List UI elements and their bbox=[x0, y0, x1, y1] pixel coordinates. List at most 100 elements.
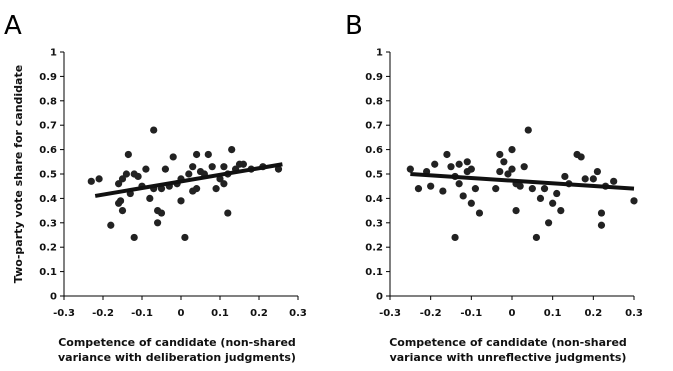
data-point bbox=[536, 194, 545, 202]
data-point bbox=[540, 185, 549, 193]
data-point bbox=[189, 163, 197, 171]
y-tick-label: 0.8 bbox=[365, 96, 383, 107]
trend-line bbox=[410, 172, 635, 191]
data-point bbox=[161, 165, 169, 173]
data-point bbox=[504, 170, 512, 178]
data-point bbox=[577, 153, 585, 161]
x-tick-label: 0.3 bbox=[625, 308, 643, 319]
data-point bbox=[134, 172, 142, 181]
data-point bbox=[122, 170, 130, 178]
panel-letter: A bbox=[4, 11, 22, 41]
data-point bbox=[528, 185, 536, 193]
data-point bbox=[581, 175, 589, 183]
data-point bbox=[193, 185, 201, 193]
y-tick-label: 0.4 bbox=[39, 194, 57, 205]
data-point bbox=[451, 233, 459, 242]
data-point bbox=[130, 233, 138, 242]
data-point bbox=[589, 175, 597, 183]
data-point bbox=[118, 207, 127, 215]
y-tick-label: 0.2 bbox=[365, 243, 383, 254]
data-point bbox=[431, 160, 439, 168]
x-tick-label: 0.2 bbox=[250, 308, 268, 319]
y-tick-label: 0.7 bbox=[39, 121, 57, 132]
data-point bbox=[443, 150, 451, 159]
data-point bbox=[95, 175, 103, 183]
data-point bbox=[545, 219, 553, 227]
data-point bbox=[124, 150, 132, 159]
y-tick-label: 0.9 bbox=[39, 72, 57, 83]
data-point bbox=[150, 126, 158, 134]
data-point bbox=[459, 192, 467, 200]
x-tick-label: -0.2 bbox=[420, 308, 442, 319]
data-point bbox=[142, 165, 150, 173]
y-tick-label: 0.5 bbox=[365, 170, 383, 181]
data-point bbox=[220, 163, 228, 171]
y-tick-label: 0.3 bbox=[365, 218, 383, 229]
data-point bbox=[204, 150, 212, 159]
data-point bbox=[274, 165, 283, 173]
x-axis-title: Competence of candidate (non-shared bbox=[58, 336, 296, 349]
data-point bbox=[146, 194, 154, 202]
data-point bbox=[496, 167, 504, 176]
data-point bbox=[212, 185, 220, 193]
data-point bbox=[224, 209, 232, 217]
data-point bbox=[524, 126, 532, 134]
panel-letter: B bbox=[345, 11, 363, 41]
data-point bbox=[549, 199, 557, 207]
x-tick-label: -0.1 bbox=[460, 308, 482, 319]
data-point bbox=[439, 187, 447, 195]
data-point bbox=[427, 182, 435, 190]
x-axis-title: Competence of candidate (non-shared bbox=[389, 336, 627, 349]
y-tick-label: 0.3 bbox=[39, 218, 57, 229]
data-point bbox=[107, 221, 115, 229]
data-point bbox=[597, 209, 606, 217]
x-axis-title: variance with unreflective judgments) bbox=[390, 351, 627, 364]
data-point bbox=[455, 180, 463, 188]
data-point bbox=[116, 197, 125, 205]
data-point bbox=[185, 170, 193, 178]
data-point bbox=[597, 221, 606, 229]
data-point bbox=[471, 185, 479, 193]
y-axis-title: Two-party vote share for candidate bbox=[12, 65, 25, 283]
x-tick-label: 0.2 bbox=[584, 308, 602, 319]
data-point bbox=[228, 146, 236, 154]
data-point bbox=[593, 167, 602, 176]
data-point bbox=[157, 209, 166, 217]
data-point bbox=[181, 233, 189, 242]
y-tick-label: 0.1 bbox=[39, 267, 57, 278]
data-point bbox=[496, 150, 504, 159]
y-tick-label: 0.7 bbox=[365, 121, 383, 132]
data-point bbox=[532, 233, 541, 242]
data-point bbox=[220, 180, 228, 188]
y-tick-label: 0.5 bbox=[39, 170, 57, 181]
data-point bbox=[475, 209, 484, 217]
data-point bbox=[239, 160, 247, 168]
y-tick-label: 0.9 bbox=[365, 72, 383, 83]
data-point bbox=[208, 163, 216, 171]
x-tick-label: 0.1 bbox=[211, 308, 229, 319]
x-tick-label: -0.3 bbox=[379, 308, 401, 319]
panel-b: B 0 0.1 0.2 0.3 0.4 0.5 0.6 0.7 0.8 0.9 1 -0.3 -0.2 -0… bbox=[345, 11, 643, 364]
panel-a: A 0 0.1 0.2 0.3 0.4 0.5 0.6 0.7 0.8 0.9 1 -0.3 -0.2 -0… bbox=[4, 11, 307, 364]
trend-line bbox=[94, 162, 283, 198]
data-point bbox=[118, 175, 127, 183]
data-point bbox=[406, 165, 414, 173]
data-point bbox=[512, 207, 520, 215]
data-point bbox=[169, 153, 177, 161]
x-tick-label: 0.1 bbox=[544, 308, 562, 319]
data-point bbox=[177, 197, 185, 205]
data-point bbox=[115, 180, 123, 188]
x-tick-label: -0.2 bbox=[92, 308, 114, 319]
data-point bbox=[154, 219, 162, 227]
y-tick-label: 0.8 bbox=[39, 96, 57, 107]
x-tick-label: 0 bbox=[178, 308, 185, 319]
y-tick-label: 0 bbox=[50, 292, 57, 303]
x-axis-title: variance with deliberation judgments) bbox=[58, 351, 296, 364]
y-tick-label: 0.6 bbox=[39, 145, 57, 156]
data-point bbox=[508, 146, 516, 154]
data-point bbox=[193, 150, 201, 159]
data-point bbox=[630, 197, 638, 205]
data-point bbox=[414, 185, 423, 193]
data-point bbox=[557, 207, 565, 215]
